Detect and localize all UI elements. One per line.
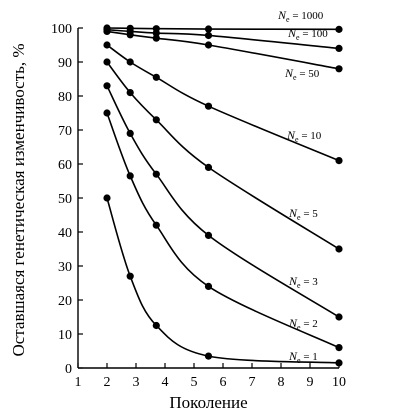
series-label: Ne = 5 xyxy=(288,206,318,222)
series-line xyxy=(106,28,340,50)
x-tick-label: 9 xyxy=(307,375,314,390)
data-point xyxy=(335,359,343,367)
data-point xyxy=(204,231,213,239)
data-point xyxy=(335,25,343,33)
data-point xyxy=(103,194,111,202)
y-tick-label: 0 xyxy=(65,362,72,377)
data-point xyxy=(335,157,343,165)
data-point xyxy=(126,129,134,137)
series-label: Ne = 2 xyxy=(288,316,318,332)
x-tick-label: 6 xyxy=(220,375,227,390)
data-point xyxy=(204,25,213,33)
data-point xyxy=(335,65,343,73)
series-line xyxy=(106,30,340,70)
series-line xyxy=(106,85,340,318)
data-point xyxy=(335,245,343,253)
y-tick-label: 100 xyxy=(51,22,72,37)
series-line xyxy=(106,27,340,31)
x-tick-label: 1 xyxy=(75,375,82,390)
series-label: Ne = 100 xyxy=(287,26,328,42)
series-line xyxy=(106,112,340,349)
y-tick-label: 20 xyxy=(58,294,72,309)
x-tick-label: 5 xyxy=(191,375,198,390)
y-tick-label: 40 xyxy=(58,226,72,241)
x-tick-label: 8 xyxy=(278,375,285,390)
series-line xyxy=(106,44,340,162)
data-point xyxy=(152,116,160,124)
data-point xyxy=(126,58,134,66)
data-point xyxy=(103,109,111,117)
data-point xyxy=(204,282,213,290)
series-line xyxy=(106,61,340,250)
data-point xyxy=(152,73,160,81)
data-point xyxy=(152,221,160,229)
y-tick-label: 30 xyxy=(58,260,72,275)
y-tick-label: 80 xyxy=(58,90,72,105)
series-label: Ne = 1 xyxy=(288,349,318,365)
data-points xyxy=(103,24,343,367)
x-tick-label: 10 xyxy=(332,375,346,390)
data-point xyxy=(126,89,134,97)
y-tick-label: 90 xyxy=(58,56,72,71)
series-label: Ne = 50 xyxy=(284,66,320,82)
data-point xyxy=(204,352,213,360)
data-point xyxy=(126,172,134,180)
data-point xyxy=(103,58,111,66)
data-point xyxy=(204,31,213,40)
data-point xyxy=(152,34,160,42)
x-tick-label: 4 xyxy=(162,375,169,390)
data-point xyxy=(126,272,134,280)
data-point xyxy=(103,82,111,90)
y-tick-label: 10 xyxy=(58,328,72,343)
series-label: Ne = 3 xyxy=(288,274,318,290)
y-tick-label: 60 xyxy=(58,158,72,173)
data-point xyxy=(335,44,343,53)
series-labels: Ne = 1000 Ne = 100 Ne = 50 Ne = 10 Ne = 5 Ne … xyxy=(277,8,328,365)
series-label: Ne = 1000 xyxy=(277,8,324,24)
x-tick-label: 2 xyxy=(104,375,111,390)
y-tick-label: 50 xyxy=(58,192,72,207)
data-point xyxy=(152,321,160,330)
data-point xyxy=(103,41,111,49)
x-axis-title: Поколение xyxy=(169,393,247,412)
y-tick-label: 70 xyxy=(58,124,72,139)
data-point xyxy=(152,29,160,37)
data-point xyxy=(335,344,343,352)
data-point xyxy=(204,163,213,171)
data-point xyxy=(126,31,134,39)
data-point xyxy=(335,313,343,321)
data-point xyxy=(204,102,213,110)
data-point xyxy=(204,41,213,49)
series-label: Ne = 10 xyxy=(286,128,322,144)
data-point xyxy=(152,170,160,178)
x-tick-label: 3 xyxy=(133,375,140,390)
x-tick-label: 7 xyxy=(249,375,256,390)
y-axis-title: Оставшаяся генетическая изменчивость, % xyxy=(9,43,28,356)
axes xyxy=(77,27,340,369)
data-point xyxy=(103,27,111,35)
